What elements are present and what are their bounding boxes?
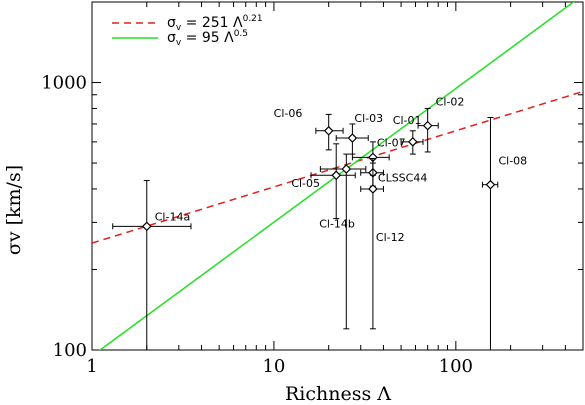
data-point: Cl-06	[274, 107, 344, 151]
x-tick-label: 10	[262, 356, 285, 377]
point-label: Cl-08	[498, 155, 527, 168]
point-label: Cl-03	[354, 112, 383, 125]
point-label: Cl-02	[436, 96, 465, 109]
data-point: Cl-12	[360, 162, 405, 330]
y-tick-label: 1000	[41, 73, 87, 94]
legend-label: σv = 95 Λ0.5	[167, 29, 248, 48]
data-point: Cl-02	[417, 96, 465, 153]
data-point: Cl-01	[393, 114, 424, 155]
point-label: CLSSC44	[378, 172, 427, 185]
point-marker	[407, 137, 418, 147]
point-marker	[368, 184, 378, 194]
point-label: Cl-01	[393, 114, 422, 127]
data-points: Cl-14a Cl-06 Cl-03 Cl-01 Cl-02 Cl-07 CLSSC44 Cl…	[112, 96, 527, 351]
point-marker	[422, 120, 433, 131]
legend-label: σv = 251 Λ0.21	[167, 14, 263, 33]
data-point: Cl-05	[291, 153, 367, 330]
x-tick-label: 100	[439, 356, 473, 377]
data-point: Cl-14b	[310, 143, 356, 230]
point-marker	[341, 164, 352, 174]
point-label: Cl-06	[274, 107, 303, 120]
y-axis-title: σv [km/s]	[3, 165, 25, 255]
point-marker	[347, 133, 358, 143]
x-tick-label: 1	[86, 356, 97, 377]
data-point: Cl-03	[335, 112, 383, 155]
data-point: Cl-07	[351, 136, 406, 176]
point-label: Cl-14a	[155, 210, 190, 223]
point-marker	[323, 125, 334, 136]
data-point: Cl-08	[481, 116, 527, 351]
point-label: Cl-14b	[319, 217, 355, 230]
fit-line-1	[92, 90, 583, 244]
axis-ticks: 1 10 100 100 1000	[41, 1, 584, 377]
x-axis-title: Richness Λ	[285, 383, 391, 405]
point-marker	[141, 221, 152, 232]
point-marker	[331, 170, 342, 181]
point-marker	[485, 179, 496, 190]
data-point: Cl-14a	[112, 180, 192, 351]
point-label: Cl-05	[291, 177, 320, 190]
point-label: Cl-12	[376, 231, 405, 244]
point-label: Cl-07	[377, 136, 406, 149]
plot-frame	[91, 1, 584, 351]
y-tick-label: 100	[53, 340, 87, 361]
